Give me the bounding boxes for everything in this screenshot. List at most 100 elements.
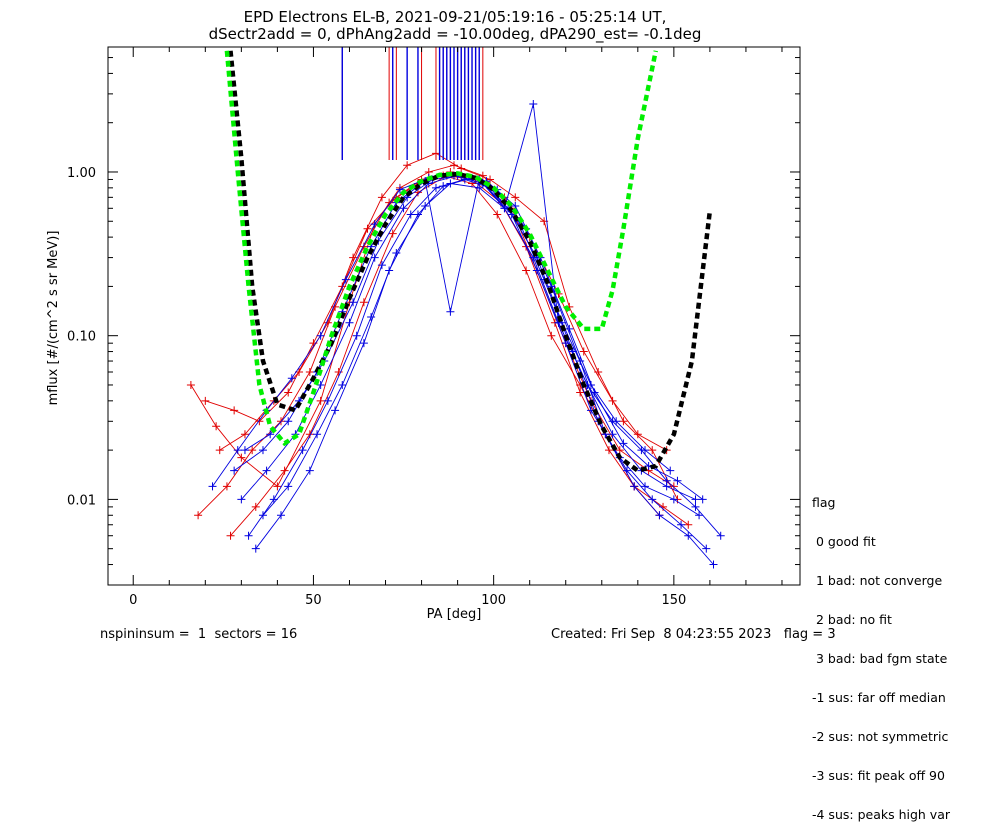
chart-title-line1: EPD Electrons EL-B, 2021-09-21/05:19:16 … (244, 8, 667, 26)
data-point (604, 446, 613, 455)
flag-legend: flag 0 good fit 1 bad: not converge 2 ba… (812, 470, 950, 834)
model-curve-layer (224, 50, 713, 474)
data-point (388, 229, 397, 238)
data-point (248, 446, 257, 455)
footer-created-info: Created: Fri Sep 8 04:23:55 2023 flag = … (551, 627, 836, 642)
data-point (359, 298, 368, 307)
data-point (677, 520, 686, 529)
data-point (334, 368, 343, 377)
data-point (212, 422, 221, 431)
data-point (475, 183, 484, 192)
data-point (579, 347, 588, 356)
data-point (237, 495, 246, 504)
data-point (619, 439, 628, 448)
series-line-3 (205, 171, 667, 451)
data-point (648, 446, 657, 455)
data-point (392, 248, 401, 257)
data-point (251, 502, 260, 511)
data-point (240, 446, 249, 455)
data-point (345, 318, 354, 327)
data-point (446, 179, 455, 188)
data-point (608, 396, 617, 405)
series-layer (186, 100, 725, 569)
series-line-4 (230, 175, 689, 536)
data-point (716, 531, 725, 540)
data-point (630, 482, 639, 491)
data-point (648, 495, 657, 504)
data-point (331, 406, 340, 415)
legend-item: 3 bad: bad fgm state (812, 651, 948, 666)
legend-item: -4 sus: peaks high var (812, 807, 951, 822)
data-point (377, 261, 386, 270)
data-point (511, 193, 520, 202)
data-point (222, 482, 231, 491)
data-point (284, 388, 293, 397)
data-point (258, 511, 267, 520)
series-line-7 (233, 103, 696, 500)
series-line-1 (197, 175, 660, 516)
data-point (590, 388, 599, 397)
data-point (691, 502, 700, 511)
data-point (565, 324, 574, 333)
data-point (576, 388, 585, 397)
data-point (208, 482, 217, 491)
data-point (266, 430, 275, 439)
data-point (684, 531, 693, 540)
legend-item: -1 sus: far off median (812, 690, 946, 705)
legend-item: 1 bad: not converge (812, 573, 943, 588)
series-line-5 (241, 175, 700, 516)
data-point (230, 466, 239, 475)
data-point (251, 544, 260, 553)
series-line-6 (248, 179, 707, 550)
data-point (287, 374, 296, 383)
data-point (338, 380, 347, 389)
data-point (237, 453, 246, 462)
legend-item: 0 good fit (812, 534, 876, 549)
y-tick-label: 0.10 (67, 330, 96, 345)
data-point (273, 482, 282, 491)
data-point (637, 446, 646, 455)
data-point (349, 298, 358, 307)
data-point (305, 466, 314, 475)
data-point (695, 511, 704, 520)
data-point (709, 560, 718, 569)
legend-item: -3 sus: fit peak off 90 (812, 768, 945, 783)
data-point (529, 100, 538, 109)
data-point (359, 339, 368, 348)
plot-frame (107, 46, 801, 586)
series-line-11 (244, 175, 703, 500)
data-point (316, 396, 325, 405)
data-point (673, 476, 682, 485)
data-point (255, 417, 264, 426)
data-point (446, 307, 455, 316)
data-point (439, 182, 448, 191)
data-point (684, 520, 693, 529)
data-point (298, 446, 307, 455)
data-point (406, 210, 415, 219)
data-point (186, 380, 195, 389)
series-line-2 (219, 152, 678, 500)
x-tick-label: 50 (305, 593, 322, 608)
data-point (655, 511, 664, 520)
data-point (194, 511, 203, 520)
y-axis-label: mflux [#/(cm^2 s sr MeV)] (46, 231, 61, 406)
chart-title-line2: dSectr2add = 0, dPhAng2add = -10.00deg, … (209, 25, 702, 44)
data-point (258, 446, 267, 455)
data-point (547, 331, 556, 340)
model-curve-1 (224, 50, 659, 447)
x-tick-label: 100 (481, 593, 506, 608)
data-point (403, 161, 412, 170)
data-point (486, 175, 495, 184)
y-tick-label: 0.01 (67, 493, 96, 508)
series-line-8 (255, 177, 714, 565)
data-point (395, 185, 404, 194)
data-point (284, 417, 293, 426)
data-point (233, 446, 242, 455)
data-point (230, 406, 239, 415)
data-point (619, 417, 628, 426)
data-point (431, 183, 440, 192)
x-axis-label: PA [deg] (427, 607, 482, 622)
data-point (341, 275, 350, 284)
data-point (305, 368, 314, 377)
data-point (457, 164, 466, 173)
